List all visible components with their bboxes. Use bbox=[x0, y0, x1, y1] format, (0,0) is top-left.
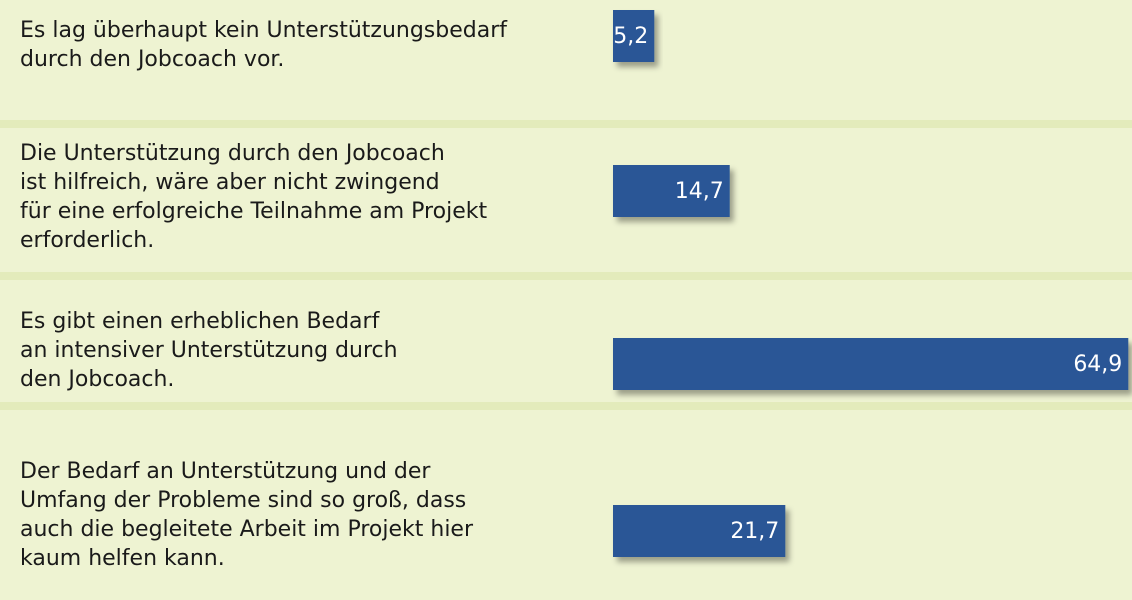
category-label: Es lag überhaupt kein Unterstützungsbeda… bbox=[20, 18, 508, 43]
category-label: Der Bedarf an Unterstützung und der bbox=[20, 459, 431, 484]
row-band bbox=[0, 128, 1132, 272]
bar bbox=[613, 10, 655, 62]
value-label: 21,7 bbox=[730, 519, 779, 544]
category-label: auch die begleitete Arbeit im Projekt hi… bbox=[20, 517, 474, 542]
category-label: an intensiver Unterstützung durch bbox=[20, 338, 398, 363]
category-label: den Jobcoach. bbox=[20, 367, 174, 392]
category-label: ist hilfreich, wäre aber nicht zwingend bbox=[20, 170, 440, 195]
category-label: Die Unterstützung durch den Jobcoach bbox=[20, 141, 445, 166]
value-label: 14,7 bbox=[675, 179, 724, 204]
row-band bbox=[0, 0, 1132, 120]
category-label: Umfang der Probleme sind so groß, dass bbox=[20, 488, 466, 513]
bar bbox=[613, 165, 730, 217]
category-label: für eine erfolgreiche Teilnahme am Proje… bbox=[20, 199, 487, 224]
category-label: kaum helfen kann. bbox=[20, 546, 225, 571]
bar bbox=[613, 338, 1129, 390]
value-label: 64,9 bbox=[1073, 352, 1122, 377]
category-label: Es gibt einen erheblichen Bedarf bbox=[20, 309, 381, 334]
category-label: erforderlich. bbox=[20, 228, 154, 253]
value-label: 5,2 bbox=[613, 24, 648, 49]
row-band bbox=[0, 410, 1132, 600]
category-label: durch den Jobcoach vor. bbox=[20, 47, 284, 72]
bar bbox=[613, 505, 786, 557]
